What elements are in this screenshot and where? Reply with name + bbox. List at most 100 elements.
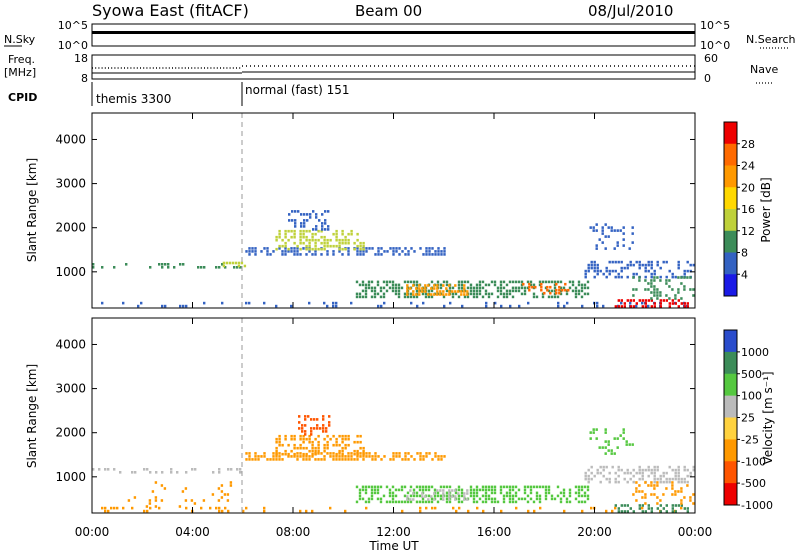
- data-cell: [239, 266, 242, 269]
- x-tick-label: 00:00: [75, 525, 110, 539]
- data-cell: [317, 238, 320, 242]
- data-cell: [404, 455, 407, 458]
- data-cell: [347, 241, 350, 245]
- data-cell: [592, 431, 595, 434]
- data-cell: [653, 471, 656, 475]
- data-cell: [311, 452, 314, 456]
- data-cell: [164, 263, 167, 266]
- data-cell: [509, 304, 512, 308]
- data-cell: [370, 289, 374, 293]
- data-cell: [284, 452, 287, 456]
- data-cell: [320, 458, 323, 461]
- data-cell: [571, 280, 575, 284]
- data-cell: [556, 494, 560, 498]
- data-cell: [284, 253, 287, 256]
- data-cell: [443, 304, 446, 308]
- data-cell: [218, 509, 221, 513]
- data-cell: [626, 510, 629, 513]
- data-cell: [571, 283, 575, 287]
- data-cell: [418, 287, 421, 290]
- data-cell: [395, 452, 398, 455]
- data-cell: [520, 280, 524, 284]
- data-cell: [425, 452, 428, 455]
- data-cell: [326, 446, 329, 450]
- data-cell: [394, 500, 398, 504]
- data-cell: [406, 495, 409, 498]
- data-cell: [653, 487, 656, 490]
- data-cell: [380, 304, 383, 308]
- data-cell: [374, 458, 377, 461]
- data-cell: [632, 263, 635, 267]
- data-cell: [119, 471, 122, 474]
- data-cell: [677, 305, 680, 308]
- data-cell: [202, 499, 206, 502]
- data-cell: [302, 247, 305, 250]
- data-cell: [275, 247, 278, 251]
- data-cell: [364, 289, 368, 293]
- data-cell: [493, 497, 497, 501]
- data-cell: [217, 487, 221, 490]
- data-cell: [689, 276, 692, 279]
- data-cell: [311, 247, 314, 251]
- data-cell: [278, 437, 281, 441]
- data-cell: [439, 293, 442, 296]
- data-cell: [445, 497, 449, 501]
- data-cell: [604, 446, 607, 449]
- data-cell: [308, 238, 311, 242]
- data-cell: [448, 498, 451, 501]
- data-cell: [584, 474, 587, 478]
- data-cell: [457, 283, 461, 287]
- colorbar-tick-label: -1000: [741, 499, 773, 512]
- data-cell: [296, 452, 299, 455]
- data-cell: [322, 418, 325, 421]
- data-cell: [377, 304, 380, 308]
- data-cell: [275, 304, 278, 308]
- data-cell: [568, 488, 572, 492]
- data-cell: [234, 261, 238, 265]
- data-cell: [433, 284, 436, 287]
- data-cell: [323, 238, 326, 242]
- y-tick-label: 2000: [55, 221, 86, 235]
- data-cell: [305, 247, 308, 251]
- data-cell: [400, 500, 404, 504]
- data-cell: [322, 430, 325, 433]
- data-cell: [370, 485, 374, 489]
- data-cell: [131, 506, 134, 510]
- data-cell: [415, 295, 419, 299]
- data-cell: [311, 238, 314, 242]
- data-cell: [653, 285, 656, 288]
- data-cell: [296, 446, 299, 450]
- data-cell: [310, 418, 313, 421]
- data-cell: [306, 219, 309, 222]
- data-cell: [299, 247, 302, 251]
- data-cell: [350, 229, 353, 233]
- data-cell: [137, 304, 140, 308]
- data-cell: [272, 458, 275, 461]
- data-cell: [577, 280, 581, 284]
- data-cell: [407, 458, 410, 461]
- data-cell: [668, 302, 671, 305]
- data-cell: [332, 253, 335, 256]
- data-cell: [113, 266, 116, 269]
- data-cell: [449, 301, 452, 305]
- data-cell: [322, 415, 325, 418]
- data-cell: [598, 446, 601, 449]
- data-cell: [434, 455, 437, 458]
- data-cell: [650, 282, 653, 285]
- data-cell: [149, 266, 152, 269]
- data-cell: [320, 229, 323, 233]
- data-cell: [632, 480, 635, 484]
- data-cell: [586, 494, 590, 498]
- data-cell: [595, 244, 598, 247]
- data-cell: [359, 446, 362, 450]
- data-cell: [308, 229, 311, 233]
- data-cell: [323, 235, 326, 239]
- data-cell: [325, 427, 328, 430]
- data-cell: [231, 261, 235, 265]
- data-cell: [647, 465, 650, 469]
- data-cell: [374, 452, 377, 455]
- data-cell: [671, 484, 674, 487]
- data-cell: [335, 244, 338, 248]
- data-cell: [237, 264, 241, 268]
